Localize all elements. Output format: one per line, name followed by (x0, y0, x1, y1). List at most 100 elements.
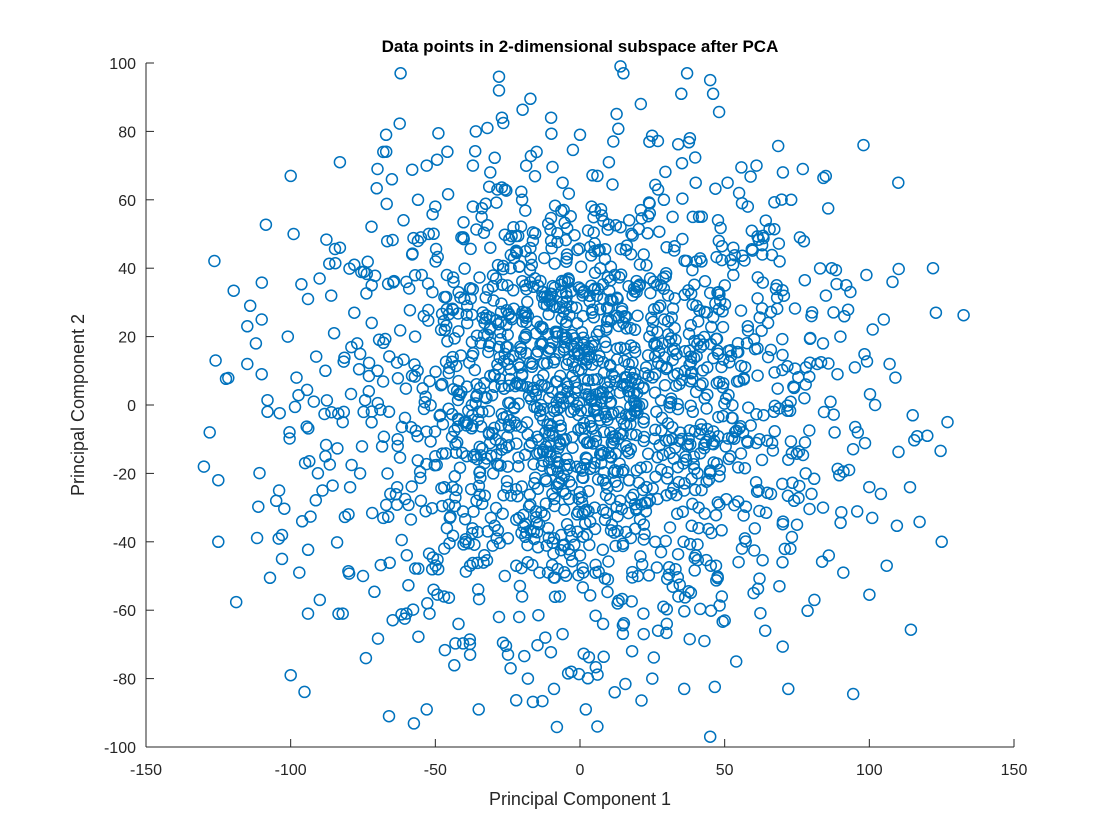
data-point (777, 289, 791, 302)
data-point (450, 359, 463, 373)
data-point (768, 425, 781, 438)
data-point (457, 538, 470, 551)
data-point (785, 530, 799, 544)
data-point (751, 369, 764, 382)
data-point (730, 424, 743, 438)
data-point (643, 207, 657, 220)
data-point (837, 566, 850, 579)
data-point (693, 252, 707, 265)
data-point (740, 336, 754, 350)
data-point (587, 404, 601, 417)
data-point (686, 405, 700, 419)
data-point (599, 488, 613, 502)
data-point (497, 116, 510, 130)
data-point (557, 538, 571, 552)
data-point (500, 184, 513, 197)
data-point (738, 254, 751, 267)
data-point (473, 465, 487, 478)
data-point (457, 231, 470, 244)
data-point (643, 272, 657, 285)
data-point (718, 397, 731, 410)
data-point (738, 360, 752, 374)
data-point (570, 460, 584, 473)
data-point (703, 286, 717, 300)
data-point (637, 607, 650, 620)
data-point (796, 162, 810, 176)
data-point (935, 535, 948, 549)
data-point (573, 485, 586, 499)
data-point (637, 627, 650, 641)
data-point (275, 552, 289, 566)
data-point (651, 134, 665, 148)
data-point (464, 281, 477, 295)
data-point (892, 176, 905, 189)
data-point (713, 375, 726, 389)
data-point (757, 408, 770, 422)
data-point (488, 151, 501, 165)
data-point (676, 505, 690, 518)
data-point (506, 350, 520, 363)
data-point (484, 241, 497, 254)
data-point (398, 411, 412, 425)
data-point (255, 367, 268, 381)
data-point (501, 279, 514, 292)
data-point (523, 276, 537, 289)
data-point (501, 648, 515, 661)
data-point (688, 483, 702, 497)
data-point (290, 371, 303, 384)
data-point (729, 655, 743, 668)
data-point (934, 444, 947, 458)
data-point (781, 360, 794, 373)
data-point (605, 408, 618, 421)
data-point (484, 166, 497, 179)
data-point (573, 242, 586, 255)
data-point (420, 159, 433, 172)
data-point (566, 143, 580, 157)
data-point (677, 535, 690, 549)
data-point (472, 592, 486, 606)
data-point (473, 440, 486, 454)
data-point (663, 521, 677, 534)
data-point (492, 70, 506, 83)
data-point (263, 571, 277, 585)
data-point (331, 442, 344, 455)
data-point (739, 535, 752, 548)
data-point (821, 202, 835, 215)
data-point (696, 377, 709, 390)
data-point (261, 393, 274, 407)
data-point (259, 218, 273, 231)
data-point (531, 638, 544, 652)
data-point (877, 313, 891, 326)
data-point (530, 516, 544, 530)
data-point (427, 227, 440, 241)
data-point (764, 305, 778, 319)
data-point (510, 437, 523, 450)
data-point (427, 583, 440, 596)
data-point (560, 518, 574, 531)
data-point (326, 479, 339, 492)
data-point (589, 609, 602, 622)
data-point (831, 367, 844, 381)
data-point (524, 92, 537, 106)
data-point (667, 244, 681, 257)
data-point (694, 447, 707, 460)
data-point (442, 402, 455, 416)
data-point (398, 492, 412, 506)
data-point (557, 396, 570, 410)
data-point (776, 477, 789, 491)
data-point (588, 266, 602, 280)
data-point (737, 373, 751, 386)
data-point (566, 430, 579, 444)
data-point (578, 284, 591, 298)
data-point (689, 385, 703, 399)
data-point (646, 482, 659, 495)
data-point (695, 483, 708, 497)
data-point (519, 330, 532, 344)
data-point (625, 595, 638, 608)
data-point (664, 392, 678, 405)
data-point (313, 272, 326, 285)
data-point (776, 556, 789, 569)
data-point (880, 559, 893, 572)
data-point (797, 234, 811, 248)
data-point (600, 506, 613, 520)
